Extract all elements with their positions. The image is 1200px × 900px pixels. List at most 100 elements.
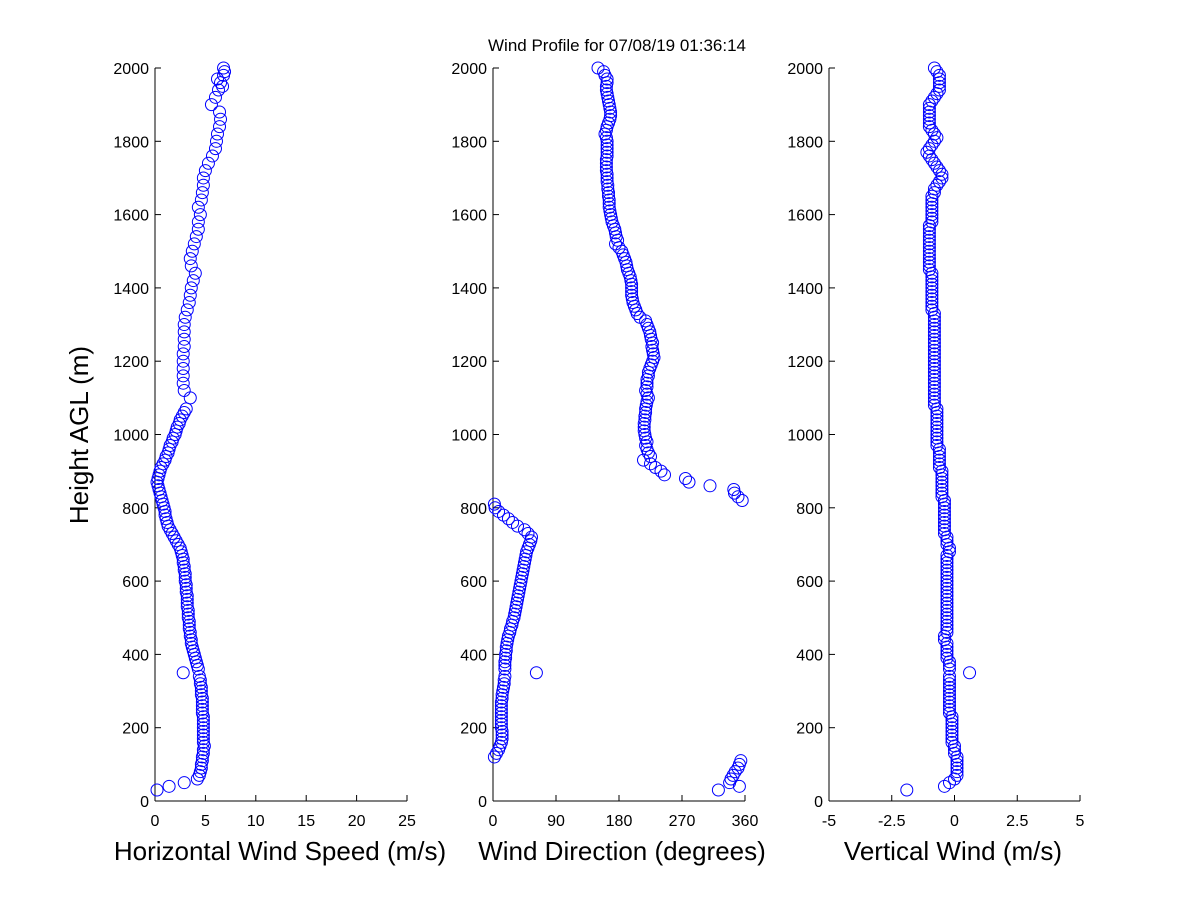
data-point [937,504,951,518]
data-points-vertical [900,61,977,797]
data-point [495,728,509,742]
x-tick-label: 270 [669,813,696,830]
data-point [640,380,654,394]
y-axis-label: Height AGL (m) [64,346,94,524]
data-point [927,387,941,401]
data-point [195,706,209,720]
data-point [927,329,941,343]
data-point [602,197,616,211]
data-point [498,658,512,672]
data-point [935,479,949,493]
data-point [198,164,212,178]
data-point [935,486,949,500]
x-tick-label: 0 [489,813,498,830]
data-point [940,603,954,617]
data-point [195,186,209,200]
data-point [195,702,209,716]
y-tick-label: 1600 [787,208,823,225]
data-point [930,435,944,449]
data-point [945,732,959,746]
data-point [932,83,946,97]
data-point [191,215,205,229]
data-point [930,428,944,441]
data-point [682,475,696,489]
data-point [925,296,939,310]
data-point [925,292,939,306]
x-tick-label: 20 [348,813,366,830]
data-point [942,688,956,702]
data-point [176,354,190,368]
data-point [213,120,227,134]
data-point [940,548,954,562]
data-point [176,369,190,383]
data-point [182,622,196,636]
data-point [922,98,936,112]
x-axis-label: Horizontal Wind Speed (m/s) [114,836,446,866]
data-point [640,376,654,390]
data-point [932,164,946,178]
data-point [927,351,941,365]
data-point [942,691,956,705]
data-point [940,581,954,595]
y-tick-label: 200 [796,721,823,738]
data-point [927,332,941,346]
y-tick-label: 1400 [787,281,823,298]
x-tick-label: 180 [606,813,633,830]
data-point [644,449,657,463]
data-point [927,391,941,405]
data-point [181,607,195,621]
data-point [940,625,954,639]
data-point [925,94,939,108]
data-point [940,618,954,632]
data-point [171,537,185,551]
data-point [498,662,512,676]
data-point [935,490,949,504]
data-point [950,765,964,779]
data-point [927,321,941,335]
data-point [930,424,944,438]
data-point [165,526,179,540]
data-point [940,600,954,614]
data-point [940,651,954,665]
y-tick-label: 2000 [451,61,487,78]
data-point [495,691,509,705]
data-point [942,699,956,713]
data-point [195,754,209,768]
data-point [497,677,511,691]
data-point [176,347,190,361]
data-point [179,581,193,595]
y-tick-label: 800 [796,501,823,518]
data-point [942,677,956,691]
data-point [494,713,508,727]
data-point [591,61,605,75]
data-point [930,413,944,427]
data-point [637,424,651,438]
data-point [940,647,954,661]
data-point [727,482,741,496]
data-point [925,303,939,317]
data-point [180,303,194,317]
data-point [930,65,944,79]
data-point [604,109,618,123]
y-tick-label: 2000 [787,61,823,78]
data-point [940,567,954,581]
data-point [195,695,209,709]
data-point [932,175,946,189]
data-point [210,127,224,141]
data-point [511,519,524,533]
data-point [499,644,513,658]
data-point [942,673,956,687]
data-point [935,171,949,185]
x-axis-label: Vertical Wind (m/s) [844,836,1062,866]
data-point [927,325,941,339]
data-point [731,490,745,504]
data-point [170,420,184,434]
data-point [945,721,959,735]
data-point [927,343,941,357]
data-point [927,373,941,387]
data-point [182,296,196,310]
data-point [728,765,742,779]
data-point [177,384,191,398]
data-point [963,666,977,680]
data-point [601,182,615,196]
